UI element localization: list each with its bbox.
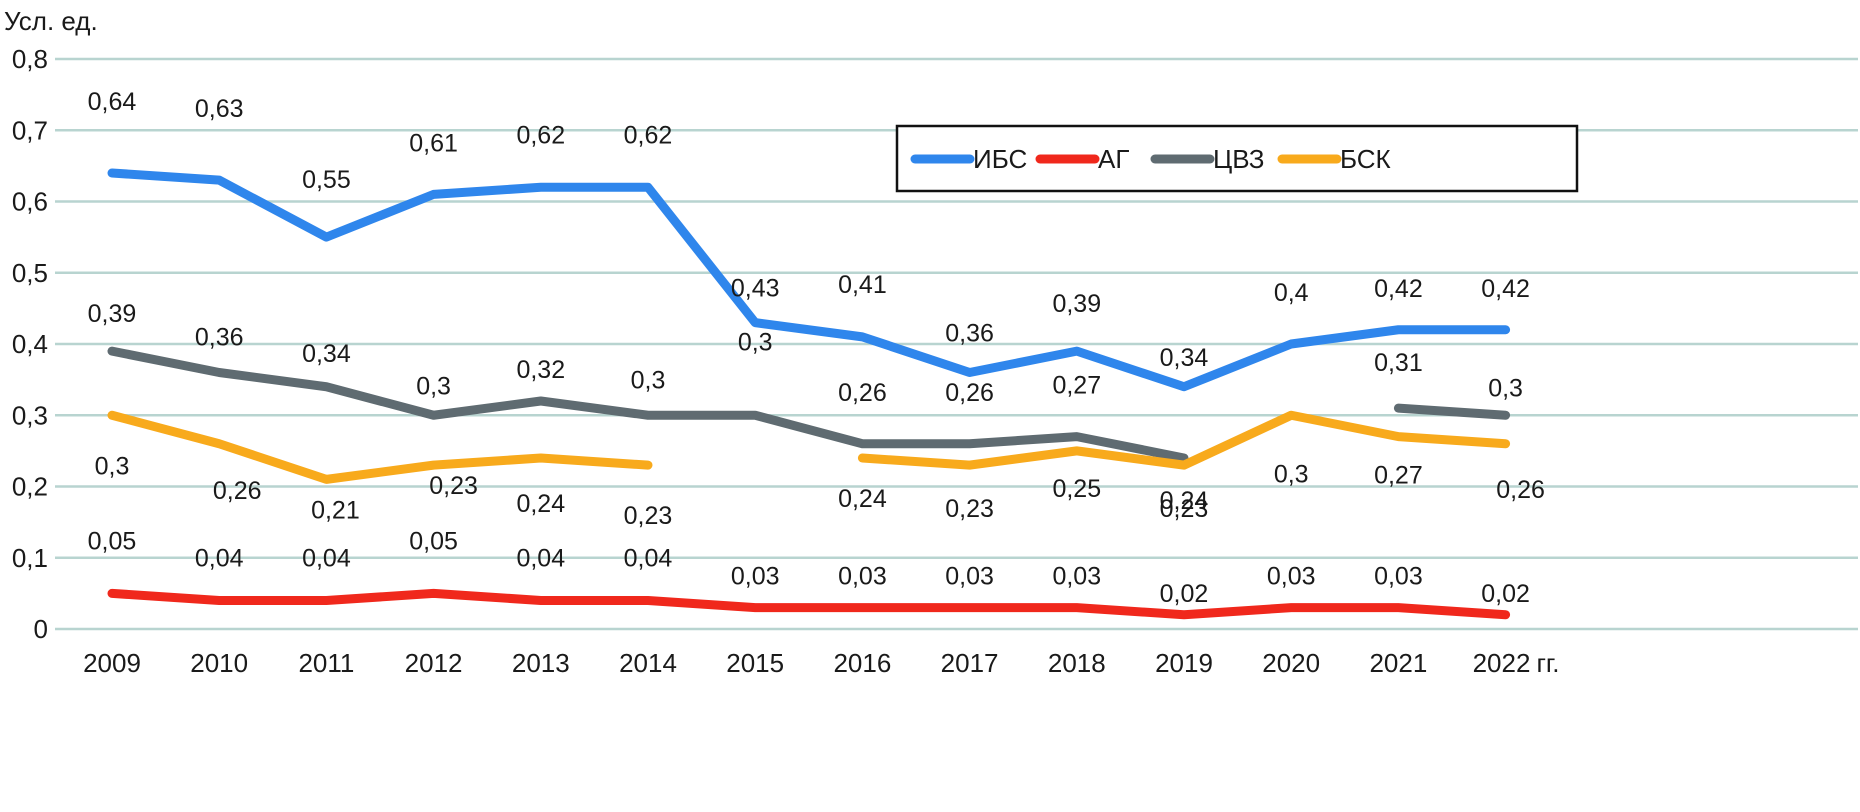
data-label-ЦВЗ: 0,32 — [516, 356, 565, 384]
data-label-АГ: 0,02 — [1481, 580, 1530, 608]
series-lines — [107, 168, 1511, 620]
data-label-ИБС: 0,34 — [1160, 344, 1209, 372]
y-tick-label: 0,5 — [12, 258, 48, 288]
x-tick-label: 2022 гг. — [1473, 648, 1560, 678]
data-label-ИБС: 0,55 — [302, 166, 351, 194]
data-label-ЦВЗ: 0,3 — [631, 366, 666, 394]
data-label-ЦВЗ: 0,26 — [945, 379, 994, 407]
y-tick-label: 0,7 — [12, 115, 48, 145]
data-label-БСК: 0,3 — [95, 452, 130, 480]
data-label-АГ: 0,04 — [195, 545, 244, 573]
data-label-АГ: 0,02 — [1160, 580, 1209, 608]
x-tick-label: 2011 — [298, 648, 354, 678]
y-axis-ticks: 0 0,1 0,2 0,3 0,4 0,5 0,6 0,7 0,8 — [12, 44, 48, 644]
x-tick-label: 2013 — [512, 648, 570, 678]
data-label-ИБС: 0,36 — [945, 320, 994, 348]
data-label-БСК: 0,27 — [1374, 462, 1423, 490]
series-line-БСК — [857, 410, 1511, 470]
data-label-ИБС: 0,41 — [838, 271, 887, 299]
x-tick-label: 2015 — [726, 648, 784, 678]
legend-label-АГ: АГ — [1098, 144, 1129, 174]
series-line-ИБС — [107, 168, 1511, 392]
data-label-ЦВЗ: 0,39 — [88, 300, 137, 328]
x-tick-label: 2012 — [405, 648, 463, 678]
legend-label-ЦВЗ: ЦВЗ — [1213, 144, 1264, 174]
data-label-ЦВЗ: 0,24 — [1160, 487, 1209, 515]
data-label-БСК: 0,24 — [516, 490, 565, 518]
data-label-ЦВЗ: 0,34 — [302, 340, 351, 368]
x-tick-label: 2019 — [1155, 648, 1213, 678]
x-tick-label: 2021 — [1369, 648, 1427, 678]
data-label-ЦВЗ: 0,3 — [1488, 374, 1523, 402]
data-label-ЦВЗ: 0,31 — [1374, 349, 1423, 377]
data-label-БСК: 0,23 — [945, 495, 994, 523]
series-line-БСК — [107, 410, 653, 484]
x-tick-label: 2014 — [619, 648, 677, 678]
x-tick-label: 2017 — [941, 648, 999, 678]
x-axis-ticks: 2009 2010 2011 2012 2013 2014 2015 2016 2017 2018… — [83, 648, 1559, 678]
y-tick-label: 0,8 — [12, 44, 48, 74]
data-label-АГ: 0,03 — [731, 563, 780, 591]
series-line-ЦВЗ — [1393, 403, 1511, 420]
data-labels: 0,64 0,63 0,55 0,61 0,62 0,62 0,43 0,41 0,36 0,39… — [88, 88, 1545, 608]
data-label-АГ: 0,04 — [624, 545, 673, 573]
data-label-ИБС: 0,63 — [195, 95, 244, 123]
x-tick-label: 2016 — [833, 648, 891, 678]
data-label-АГ: 0,04 — [516, 545, 565, 573]
data-label-БСК: 0,26 — [213, 477, 262, 505]
legend: ИБС АГ ЦВЗ БСК — [895, 124, 1579, 193]
y-tick-label: 0,4 — [12, 329, 48, 359]
x-tick-label: 2018 — [1048, 648, 1106, 678]
data-label-БСК: 0,23 — [624, 502, 673, 530]
series-line-ЦВЗ — [107, 346, 1189, 463]
data-label-АГ: 0,03 — [838, 563, 887, 591]
y-tick-label: 0,1 — [12, 543, 48, 573]
data-label-ИБС: 0,43 — [731, 275, 780, 303]
data-label-ИБС: 0,64 — [88, 88, 137, 116]
data-label-ИБС: 0,62 — [624, 121, 673, 149]
legend-label-БСК: БСК — [1340, 144, 1391, 174]
data-label-АГ: 0,04 — [302, 545, 351, 573]
data-label-АГ: 0,05 — [88, 527, 137, 555]
x-tick-label: 2020 — [1262, 648, 1320, 678]
series-line-АГ — [107, 588, 1511, 620]
data-label-БСК: 0,21 — [311, 496, 360, 524]
data-label-АГ: 0,03 — [1267, 563, 1316, 591]
data-label-АГ: 0,03 — [1052, 563, 1101, 591]
data-label-БСК: 0,23 — [1160, 495, 1209, 523]
y-tick-label: 0,6 — [12, 187, 48, 217]
data-label-АГ: 0,03 — [945, 563, 994, 591]
data-label-БСК: 0,26 — [1496, 476, 1545, 504]
data-label-АГ: 0,05 — [409, 527, 458, 555]
data-label-АГ: 0,03 — [1374, 563, 1423, 591]
data-label-ЦВЗ: 0,26 — [838, 379, 887, 407]
data-label-ИБС: 0,42 — [1481, 275, 1530, 303]
x-tick-label: 2010 — [190, 648, 248, 678]
y-tick-label: 0,3 — [12, 400, 48, 430]
data-label-ИБС: 0,4 — [1274, 279, 1309, 307]
data-label-ИБС: 0,62 — [516, 121, 565, 149]
data-label-БСК: 0,25 — [1052, 475, 1101, 503]
data-label-БСК: 0,24 — [838, 485, 887, 513]
data-label-ЦВЗ: 0,36 — [195, 324, 244, 352]
data-label-ЦВЗ: 0,27 — [1052, 372, 1101, 400]
grid-lines — [55, 57, 1858, 631]
data-label-ИБС: 0,61 — [409, 129, 458, 157]
data-label-БСК: 0,3 — [1274, 460, 1309, 488]
y-axis-unit-label: Усл. ед. — [4, 6, 98, 36]
y-tick-label: 0,2 — [12, 472, 48, 502]
x-tick-label: 2009 — [83, 648, 141, 678]
legend-label-ИБС: ИБС — [973, 144, 1027, 174]
data-label-ЦВЗ: 0,3 — [416, 372, 451, 400]
data-label-ИБС: 0,39 — [1052, 290, 1101, 318]
y-tick-label: 0 — [34, 614, 48, 644]
data-label-ЦВЗ: 0,3 — [738, 328, 773, 356]
x-axis-suffix: гг. — [1536, 648, 1559, 678]
legend-frame — [895, 124, 1579, 193]
data-label-БСК: 0,23 — [429, 472, 478, 500]
data-label-ИБС: 0,42 — [1374, 275, 1423, 303]
